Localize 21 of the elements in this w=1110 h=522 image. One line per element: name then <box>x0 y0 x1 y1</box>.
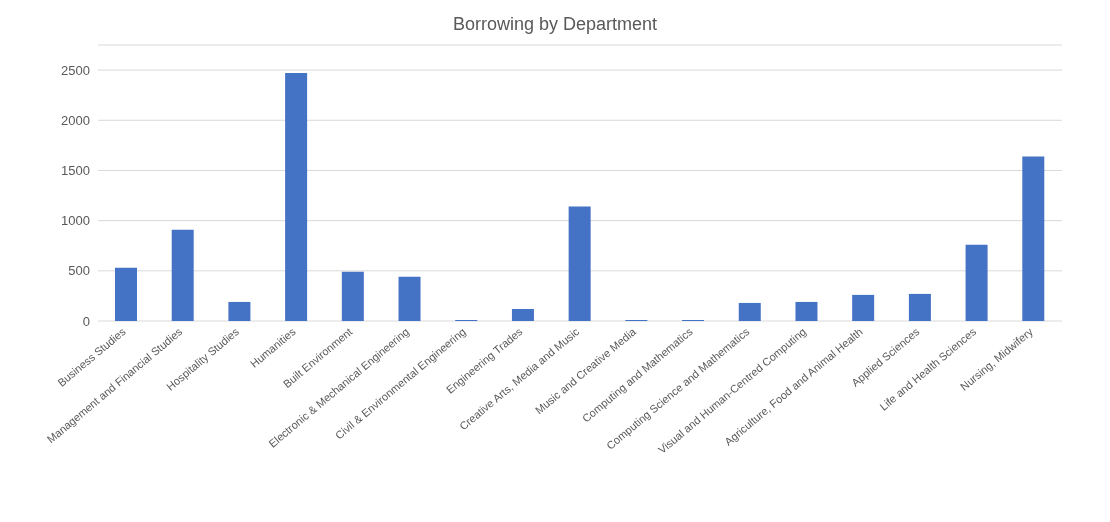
bar <box>852 294 875 321</box>
y-tick-label: 2500 <box>61 62 90 78</box>
bar <box>285 73 308 321</box>
bar <box>115 267 137 321</box>
y-tick-label: 1500 <box>61 163 90 179</box>
y-tick-label: 2000 <box>61 112 90 128</box>
chart-title: Borrowing by Department <box>451 13 659 35</box>
bar <box>568 206 591 321</box>
y-tick-label: 500 <box>68 263 90 279</box>
bar <box>738 302 761 321</box>
bar <box>908 293 931 321</box>
bar <box>398 276 421 321</box>
y-tick-label: 0 <box>82 313 90 329</box>
bar <box>795 301 818 321</box>
bar <box>1022 156 1045 321</box>
bar <box>341 271 364 321</box>
bar <box>171 229 194 321</box>
y-tick-label: 1000 <box>61 213 90 229</box>
bar <box>965 244 988 321</box>
bar <box>511 308 534 321</box>
bar <box>228 301 251 321</box>
